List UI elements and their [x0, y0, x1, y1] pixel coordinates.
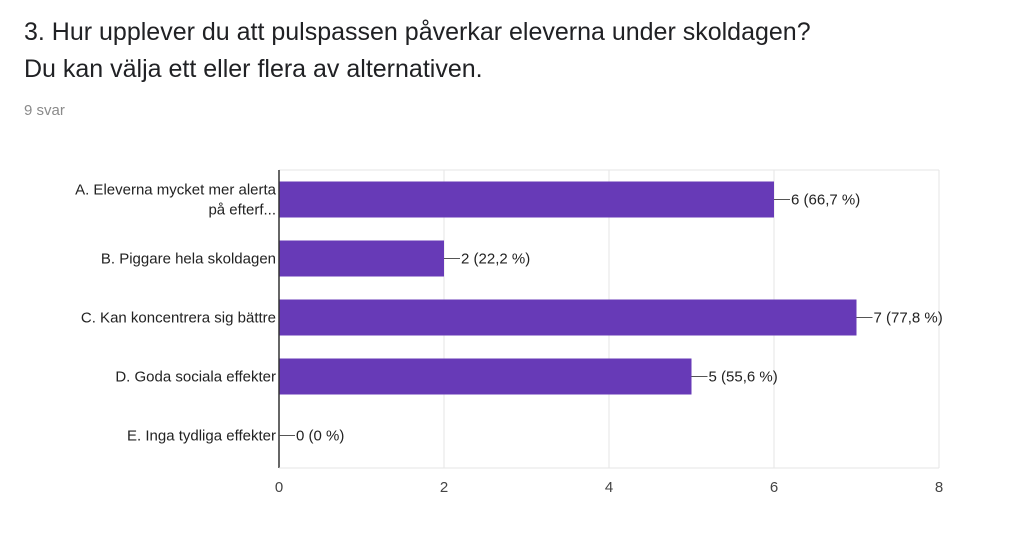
bar: [279, 358, 692, 395]
bar: [279, 299, 857, 336]
x-tick-label: 4: [605, 479, 613, 496]
axis-layer: [278, 170, 939, 469]
category-label: D. Goda sociala effekter: [115, 369, 276, 386]
bar-layer: [279, 181, 857, 395]
category-label: A. Eleverna mycket mer alerta: [75, 182, 277, 199]
data-label: 6 (66,7 %): [791, 192, 860, 209]
data-label: 2 (22,2 %): [461, 251, 530, 268]
response-count: 9 svar: [24, 102, 65, 119]
data-label: 0 (0 %): [296, 428, 344, 445]
category-label: på efterf...: [208, 202, 276, 219]
x-tick-label: 0: [275, 479, 283, 496]
category-label: C. Kan koncentrera sig bättre: [81, 310, 276, 327]
bar: [279, 240, 444, 277]
bar-chart: 0 2 4 6 8 6 (66,7 %) A. Eleverna mycket mer al…: [0, 150, 1024, 510]
category-label: B. Piggare hela skoldagen: [101, 251, 276, 268]
question-title-line-1: 3. Hur upplever du att pulspassen påverk…: [24, 18, 811, 46]
bar: [279, 181, 774, 218]
data-label: 7 (77,8 %): [874, 310, 943, 327]
bar-chart-svg: 0 2 4 6 8 6 (66,7 %) A. Eleverna mycket mer al…: [75, 169, 943, 497]
label-layer: 0 2 4 6 8 6 (66,7 %) A. Eleverna mycket mer al…: [75, 182, 943, 497]
x-tick-label: 2: [440, 479, 448, 496]
category-label: E. Inga tydliga effekter: [127, 428, 276, 445]
x-tick-label: 8: [935, 479, 943, 496]
x-tick-label: 6: [770, 479, 778, 496]
question-title: 3. Hur upplever du att pulspassen påverk…: [24, 14, 1004, 88]
data-label: 5 (55,6 %): [709, 369, 778, 386]
question-title-line-2: Du kan välja ett eller flera av alternat…: [24, 55, 483, 83]
